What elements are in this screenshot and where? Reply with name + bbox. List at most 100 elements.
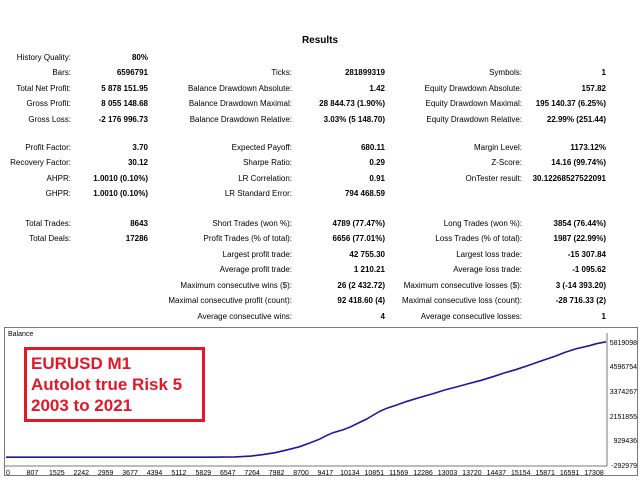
stat-label: History Quality: xyxy=(16,53,71,62)
stat-label: Average profit trade: xyxy=(219,265,292,274)
annotation-line-3: 2003 to 2021 xyxy=(31,396,133,415)
stat-value: 1 xyxy=(601,68,606,77)
stat-value: 1.0010 (0.10%) xyxy=(93,174,148,183)
stat-value: 3.03% (5 148.70) xyxy=(323,115,385,124)
y-tick-label: 3374267 xyxy=(609,389,637,396)
stat-value: -1 095.62 xyxy=(572,265,606,274)
stat-label: GHPR: xyxy=(45,189,71,198)
x-tick-label: 4394 xyxy=(146,470,163,477)
stat-value: 6596791 xyxy=(116,68,148,77)
stat-value: 3854 (76.44%) xyxy=(553,219,606,228)
stat-value: 92 418.60 (4) xyxy=(337,296,385,305)
stat-label: Ticks: xyxy=(271,68,292,77)
stat-value: 42 755.30 xyxy=(349,250,385,259)
stat-value: 30.12 xyxy=(127,158,148,167)
stat-label: Balance Drawdown Relative: xyxy=(189,115,292,124)
stat-label: Average loss trade: xyxy=(453,265,522,274)
stat-label: Gross Loss: xyxy=(28,115,71,124)
stat-value: 8 055 148.68 xyxy=(101,99,148,108)
stat-value: 157.82 xyxy=(581,84,606,93)
stat-label: Average consecutive wins: xyxy=(197,312,292,321)
x-tick-label: 14437 xyxy=(486,470,507,477)
stat-label: Long Trades (won %): xyxy=(443,219,522,228)
stat-label: Loss Trades (% of total): xyxy=(435,234,522,243)
stat-label: Expected Payoff: xyxy=(231,143,292,152)
stat-value: 3 (-14 393.20) xyxy=(555,281,606,290)
stat-value: 6656 (77.01%) xyxy=(332,234,385,243)
stat-value: 30.12268527522091 xyxy=(532,174,606,183)
stat-label: Bars: xyxy=(52,68,71,77)
stat-value: 281899319 xyxy=(344,68,385,77)
y-tick-label: 5819098 xyxy=(609,340,637,347)
stat-value: -2 176 996.73 xyxy=(98,115,148,124)
stat-label: LR Correlation: xyxy=(238,174,292,183)
stat-label: Symbols: xyxy=(489,68,522,77)
stat-label: Recovery Factor: xyxy=(10,158,71,167)
x-tick-label: 2242 xyxy=(73,470,90,477)
x-tick-label: 8700 xyxy=(293,470,309,477)
x-tick-label: 10134 xyxy=(340,470,360,477)
balance-series-line xyxy=(6,341,607,459)
x-tick-label: 9417 xyxy=(317,470,334,477)
x-tick-label: 11569 xyxy=(389,470,409,477)
x-tick-label: 3677 xyxy=(122,470,138,477)
stat-value: 8643 xyxy=(130,219,148,228)
annotation-line-1: EURUSD M1 xyxy=(31,354,132,373)
stat-label: Largest profit trade: xyxy=(222,250,292,259)
x-tick-label: 0 xyxy=(6,470,10,477)
stat-value: 80% xyxy=(131,53,148,62)
annotation-box: EURUSD M1 Autolot true Risk 5 2003 to 20… xyxy=(24,347,205,422)
stat-value: -28 716.33 (2) xyxy=(555,296,606,305)
x-tick-label: 5112 xyxy=(171,470,187,477)
stat-value: 1 xyxy=(601,312,606,321)
x-tick-label: 12286 xyxy=(413,470,433,477)
stat-value: 1.0010 (0.10%) xyxy=(93,189,148,198)
stat-label: Sharpe Ratio: xyxy=(243,158,292,167)
stat-label: Profit Factor: xyxy=(25,143,71,152)
x-tick-label: 6547 xyxy=(219,470,236,477)
stat-value: 4789 (77.47%) xyxy=(332,219,385,228)
x-tick-label: 1525 xyxy=(49,470,65,477)
x-tick-label: 13003 xyxy=(437,470,458,477)
stat-value: 4 xyxy=(380,312,385,321)
x-tick-label: 807 xyxy=(26,470,39,477)
stat-label: Balance Drawdown Maximal: xyxy=(188,99,292,108)
stat-value: 1.42 xyxy=(369,84,385,93)
stat-label: OnTester result: xyxy=(465,174,522,183)
x-tick-label: 10851 xyxy=(364,470,384,477)
x-tick-label: 13720 xyxy=(462,470,482,477)
x-tick-label: 7982 xyxy=(268,470,285,477)
x-tick-label: 5829 xyxy=(195,470,212,477)
stat-value: 794 468.59 xyxy=(344,189,385,198)
stat-label: Largest loss trade: xyxy=(456,250,522,259)
stat-value: 22.99% (251.44) xyxy=(546,115,606,124)
stat-value: 1987 (22.99%) xyxy=(553,234,606,243)
stat-label: Maximum consecutive wins ($): xyxy=(180,281,292,290)
stat-label: LR Standard Error: xyxy=(224,189,292,198)
stat-label: Gross Profit: xyxy=(26,99,71,108)
stat-label: Average consecutive losses: xyxy=(420,312,522,321)
x-tick-label: 15154 xyxy=(511,470,531,477)
stat-value: -15 307.84 xyxy=(567,250,606,259)
stat-value: 1173.12% xyxy=(570,143,606,152)
stat-label: Total Trades: xyxy=(25,219,71,228)
stat-label: Equity Drawdown Maximal: xyxy=(425,99,522,108)
x-tick-label: 15871 xyxy=(535,470,555,477)
stat-value: 28 844.73 (1.90%) xyxy=(319,99,385,108)
annotation-line-2: Autolot true Risk 5 xyxy=(31,375,183,394)
stat-label: Total Net Profit: xyxy=(16,84,71,93)
stat-label: Total Deals: xyxy=(29,234,71,243)
stat-label: Margin Level: xyxy=(473,143,522,152)
x-tick-label: 7264 xyxy=(244,470,260,477)
stat-label: Equity Drawdown Absolute: xyxy=(424,84,522,93)
y-tick-label: 2151855 xyxy=(609,414,637,421)
stat-value: 5 878 151.95 xyxy=(101,84,148,93)
stat-value: 1 210.21 xyxy=(353,265,385,274)
stat-label: Maximal consecutive profit (count): xyxy=(168,296,292,305)
stat-value: 680.11 xyxy=(360,143,385,152)
y-tick-label: 4596754 xyxy=(609,364,637,371)
stat-value: 17286 xyxy=(125,234,148,243)
stat-value: 0.91 xyxy=(369,174,385,183)
stat-value: 3.70 xyxy=(132,143,148,152)
